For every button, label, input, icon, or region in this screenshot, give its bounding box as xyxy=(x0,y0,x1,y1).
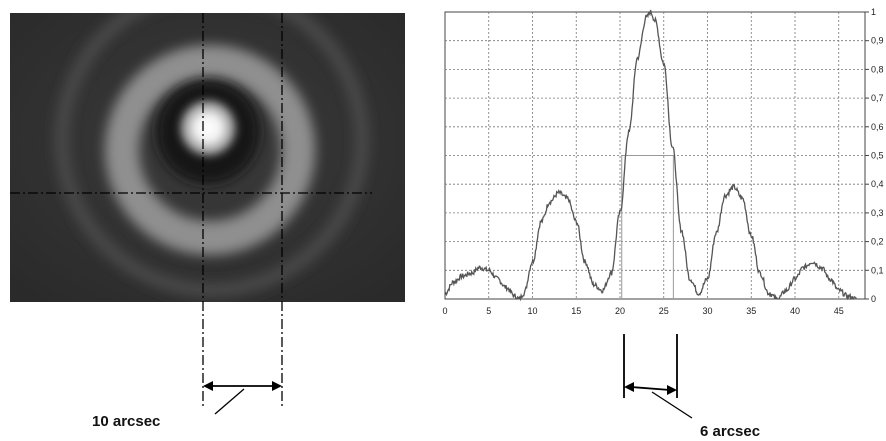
y-tick-label: 0 xyxy=(871,294,876,304)
x-tick-label: 40 xyxy=(790,306,800,316)
y-tick-label: 0,2 xyxy=(871,237,884,247)
x-tick-label: 45 xyxy=(834,306,844,316)
x-tick-label: 25 xyxy=(659,306,669,316)
crosshair-lines xyxy=(10,13,372,408)
y-tick-label: 1 xyxy=(871,7,876,17)
fwhm-scale-label: 6 arcsec xyxy=(700,423,760,440)
x-tick-label: 20 xyxy=(615,306,625,316)
y-tick-label: 0,7 xyxy=(871,93,884,103)
y-tick-label: 0,5 xyxy=(871,151,884,161)
x-axis-ticks: 0 5 10 15 20 25 30 35 40 45 xyxy=(442,306,843,316)
y-tick-label: 0,9 xyxy=(871,36,884,46)
y-tick-label: 0,1 xyxy=(871,265,884,275)
x-tick-label: 5 xyxy=(486,306,491,316)
x-tick-label: 30 xyxy=(702,306,712,316)
image-width-arrow xyxy=(203,381,282,415)
y-tick-label: 0,4 xyxy=(871,179,884,189)
series-line-intensity xyxy=(444,9,857,302)
x-tick-label: 0 xyxy=(442,306,447,316)
x-tick-label: 15 xyxy=(571,306,581,316)
profile-plot: 0 5 10 15 20 25 30 35 40 45 0 0,1 0,2 0,3 0,4 0,5 0,6 0,… xyxy=(442,7,883,316)
x-tick-label: 10 xyxy=(527,306,537,316)
fwhm-bracket xyxy=(623,334,693,419)
x-tick-label: 35 xyxy=(746,306,756,316)
y-axis-ticks: 0 0,1 0,2 0,3 0,4 0,5 0,6 0,7 0,8 0,9 1 xyxy=(865,7,884,304)
y-tick-label: 0,6 xyxy=(871,122,884,132)
plot-grid xyxy=(445,12,865,299)
y-tick-label: 0,8 xyxy=(871,64,884,74)
fwhm-marker xyxy=(621,155,674,299)
image-scale-label: 10 arcsec xyxy=(92,413,160,430)
y-tick-label: 0,3 xyxy=(871,208,884,218)
airy-pattern-image xyxy=(10,13,405,302)
